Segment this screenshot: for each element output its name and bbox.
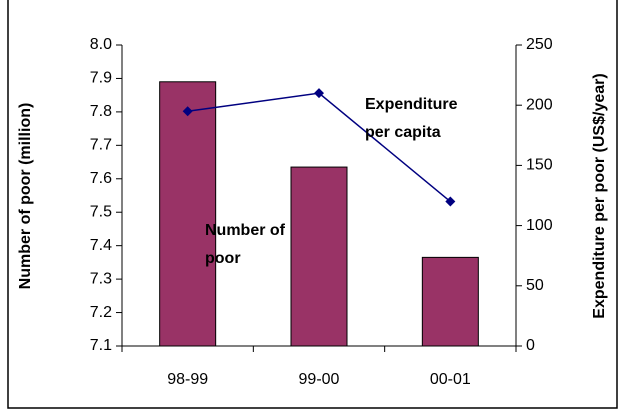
bar — [421, 256, 479, 347]
y-tick-label: 7.9 — [90, 70, 112, 87]
x-tick-label: 99-00 — [299, 371, 340, 388]
y-axis-label: Number of poor (million) — [17, 103, 34, 290]
y-tick-label: 7.7 — [90, 137, 112, 154]
bar — [159, 81, 217, 347]
x-tick-label: 98-99 — [167, 371, 208, 388]
y2-tick-label: 200 — [526, 96, 553, 113]
y-tick-label: 8.0 — [90, 36, 112, 53]
y2-tick-label: 250 — [526, 36, 553, 53]
y2-tick-label: 50 — [526, 277, 544, 294]
y2-tick-label: 150 — [526, 157, 553, 174]
annotation: Number of — [205, 222, 286, 239]
annotation: poor — [205, 250, 241, 267]
y-tick-label: 7.1 — [90, 337, 112, 354]
marker — [314, 88, 324, 99]
x-tick-label: 00-01 — [430, 371, 471, 388]
y-tick-label: 7.8 — [90, 103, 112, 120]
y-tick-label: 7.5 — [90, 203, 112, 220]
y-tick-label: 7.6 — [90, 170, 112, 187]
bar — [290, 166, 348, 347]
y-tick-label: 7.3 — [90, 270, 112, 287]
y2-tick-label: 100 — [526, 217, 553, 234]
y2-tick-label: 0 — [526, 337, 535, 354]
marker — [182, 106, 193, 117]
annotation: Expenditure — [365, 96, 458, 113]
marker — [445, 196, 456, 207]
annotation: per capita — [365, 124, 441, 141]
y2-axis-label: Expenditure per poor (US$/year) — [591, 73, 608, 318]
y-tick-label: 7.2 — [90, 304, 112, 321]
y-tick-label: 7.4 — [90, 237, 112, 254]
